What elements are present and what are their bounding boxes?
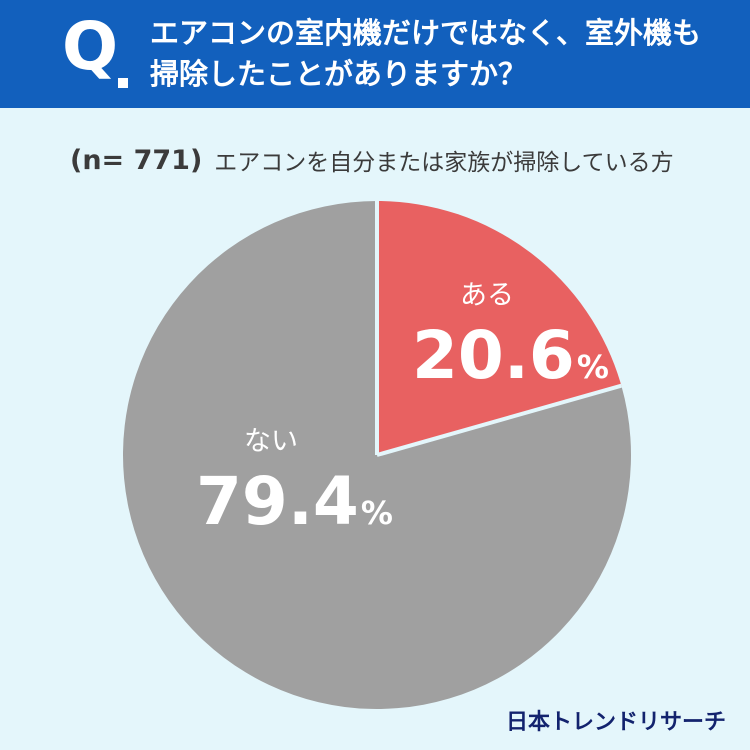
unit-yes: %	[576, 348, 609, 386]
slice-separator-1	[376, 383, 622, 457]
slice-name-yes: ある	[460, 280, 514, 311]
slice-value-yes: 20.6%	[412, 323, 609, 389]
unit-no: %	[360, 494, 393, 532]
q-mark: Q	[62, 8, 119, 85]
slice-label-yes: ある 20.6%	[412, 280, 609, 389]
slice-label-no: ない 79.4%	[196, 426, 393, 535]
pie-slice-yes	[377, 201, 622, 455]
value-yes: 20.6	[412, 317, 575, 394]
slice-value-no: 79.4%	[196, 469, 393, 535]
question-line-2: 掃除したことがありますか？	[150, 57, 528, 91]
q-dot	[118, 78, 128, 88]
value-no: 79.4	[196, 463, 359, 540]
subtitle: (n= 771) エアコンを自分または家族が掃除している方	[70, 142, 674, 178]
question-line-1: エアコンの室内機だけではなく、室外機も	[150, 16, 702, 50]
slice-name-no: ない	[244, 426, 298, 457]
respondent-note: エアコンを自分または家族が掃除している方	[214, 150, 674, 176]
question-header: Q エアコンの室内機だけではなく、室外機も 掃除したことがありますか？	[0, 0, 750, 108]
sample-size: (n= 771)	[70, 144, 203, 176]
brand-logo: 日本トレンドリサーチ	[505, 710, 726, 735]
